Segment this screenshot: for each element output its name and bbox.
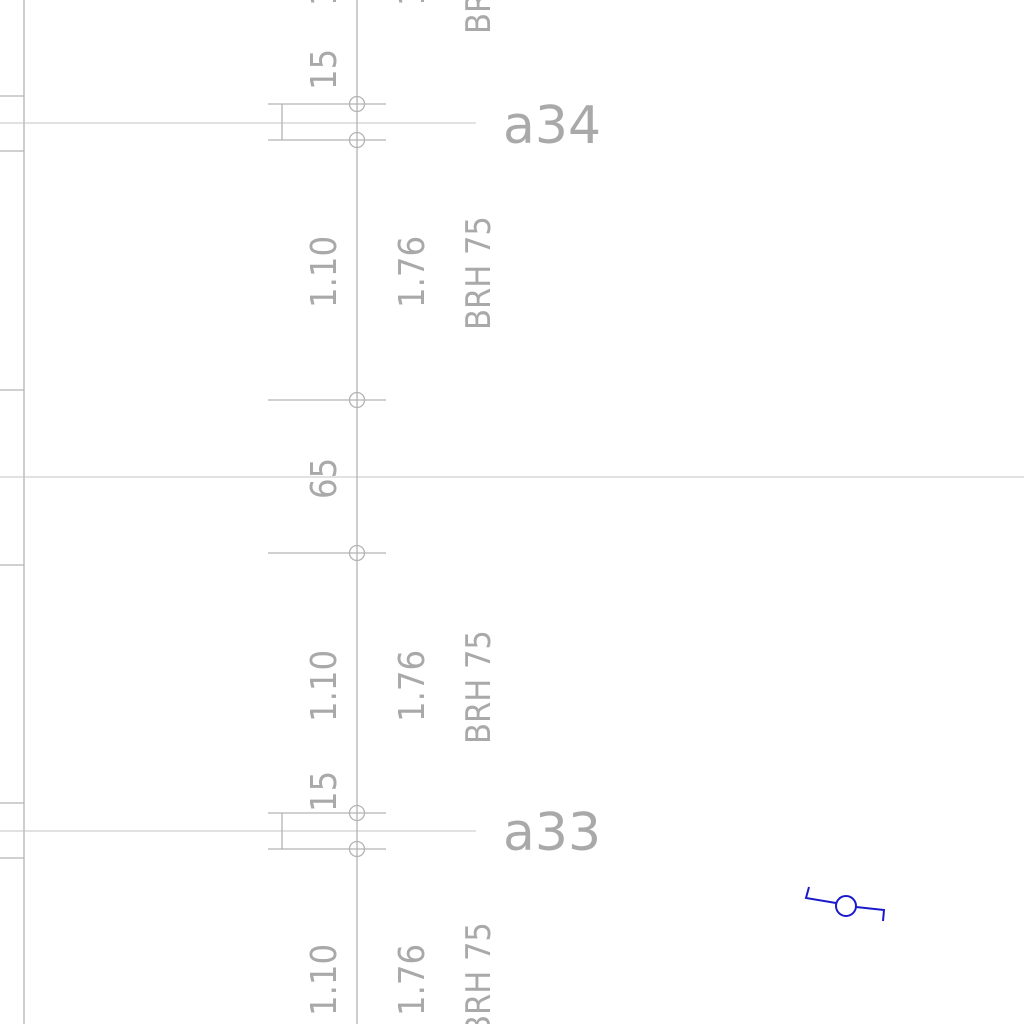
dimension-node <box>348 544 366 562</box>
dimension-node <box>348 131 366 149</box>
dimension-label: 15 <box>304 771 345 812</box>
brh-label: BRH 75 <box>459 922 499 1024</box>
height-label: 1.76 <box>392 650 433 722</box>
axis-label-a33: a33 <box>503 803 601 863</box>
dimension-node-group <box>348 95 366 858</box>
dimension-label: 1.10 <box>304 944 345 1016</box>
brh-label: BRH 75 <box>459 630 499 744</box>
dimension-label: 1 <box>304 0 345 6</box>
dimension-label: 15 <box>304 49 345 90</box>
dimension-node <box>348 95 366 113</box>
brh-label: BRH 75 <box>459 216 499 330</box>
dimension-label: 65 <box>304 458 345 499</box>
dimension-node <box>348 840 366 858</box>
dimension-node <box>348 804 366 822</box>
height-label: 1 <box>392 0 433 6</box>
height-label: 1.76 <box>392 944 433 1016</box>
axis-label-a34: a34 <box>503 96 601 156</box>
height-label: 1.76 <box>392 236 433 308</box>
dimension-label: 1.10 <box>304 236 345 308</box>
dimension-node <box>348 391 366 409</box>
dimension-tick-group <box>268 103 386 850</box>
switch-symbol-icon <box>804 886 886 922</box>
dimension-label: 1.10 <box>304 650 345 722</box>
brh-label: BR <box>459 0 499 34</box>
